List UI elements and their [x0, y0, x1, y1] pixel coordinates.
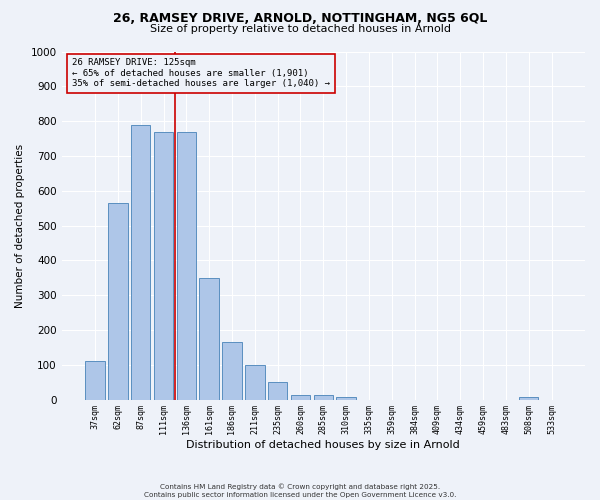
Bar [245, 365, 265, 400]
Y-axis label: Number of detached properties: Number of detached properties [15, 144, 25, 308]
Bar [85, 362, 105, 400]
Bar [337, 397, 356, 400]
X-axis label: Distribution of detached houses by size in Arnold: Distribution of detached houses by size … [187, 440, 460, 450]
Bar [314, 396, 333, 400]
Bar [291, 396, 310, 400]
Bar [519, 397, 538, 400]
Bar [268, 382, 287, 400]
Bar [199, 278, 219, 400]
Text: Size of property relative to detached houses in Arnold: Size of property relative to detached ho… [149, 24, 451, 34]
Bar [108, 203, 128, 400]
Bar [131, 124, 151, 400]
Text: Contains HM Land Registry data © Crown copyright and database right 2025.
Contai: Contains HM Land Registry data © Crown c… [144, 484, 456, 498]
Text: 26 RAMSEY DRIVE: 125sqm
← 65% of detached houses are smaller (1,901)
35% of semi: 26 RAMSEY DRIVE: 125sqm ← 65% of detache… [72, 58, 330, 88]
Bar [176, 132, 196, 400]
Text: 26, RAMSEY DRIVE, ARNOLD, NOTTINGHAM, NG5 6QL: 26, RAMSEY DRIVE, ARNOLD, NOTTINGHAM, NG… [113, 12, 487, 26]
Bar [154, 132, 173, 400]
Bar [222, 342, 242, 400]
